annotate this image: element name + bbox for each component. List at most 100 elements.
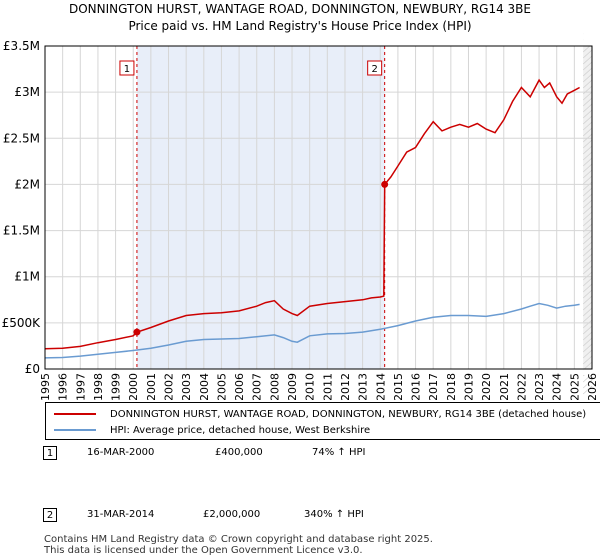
future-hatch <box>582 259 593 269</box>
legend: DONNINGTON HURST, WANTAGE ROAD, DONNINGT… <box>45 402 600 440</box>
transaction-number: 1 <box>43 446 57 460</box>
future-hatch <box>582 379 593 389</box>
x-tick-label: 2005 <box>215 373 228 400</box>
future-hatch <box>582 145 593 155</box>
future-hatch <box>582 157 593 167</box>
legend-item-hpi: HPI: Average price, detached house, West… <box>54 423 370 437</box>
y-tick-label: £1.5M <box>3 224 40 238</box>
x-tick-label: 2026 <box>586 373 599 400</box>
future-hatch <box>582 121 593 131</box>
future-hatch <box>582 49 593 59</box>
future-hatch <box>582 229 593 239</box>
sale-point <box>381 180 389 188</box>
chart-subtitle: Price paid vs. HM Land Registry's House … <box>128 19 472 33</box>
future-hatch <box>582 61 593 71</box>
future-hatch <box>582 163 593 173</box>
future-hatch <box>582 247 593 257</box>
x-tick-label: 2009 <box>286 373 299 400</box>
x-tick-label: 2008 <box>268 373 281 400</box>
future-hatch <box>582 277 593 287</box>
transaction-row: 1 16-MAR-2000 £400,000 74% ↑ HPI <box>0 446 600 468</box>
future-hatch <box>582 349 593 359</box>
y-tick-label: £0 <box>25 362 40 376</box>
future-hatch <box>582 253 593 263</box>
x-tick-label: 2001 <box>145 373 158 400</box>
legend-label-property: DONNINGTON HURST, WANTAGE ROAD, DONNINGT… <box>110 408 587 420</box>
transaction-price: £400,000 <box>215 447 263 458</box>
sale-label: 2 <box>371 64 377 75</box>
x-tick-label: 2007 <box>251 373 264 400</box>
x-tick-label: 2003 <box>180 373 193 400</box>
x-tick-label: 1999 <box>110 373 123 400</box>
future-hatch <box>582 73 593 83</box>
future-hatch <box>582 181 593 191</box>
x-tick-label: 2021 <box>498 373 511 400</box>
future-hatch <box>582 103 593 113</box>
transaction-hpi: 74% ↑ HPI <box>312 447 366 458</box>
x-tick-label: 2011 <box>321 373 334 400</box>
future-hatch <box>582 313 593 323</box>
future-hatch <box>582 271 593 281</box>
legend-swatch-hpi <box>54 429 96 431</box>
shaded-ownership-region <box>136 46 385 369</box>
legend-label-hpi: HPI: Average price, detached house, West… <box>110 424 371 436</box>
y-tick-label: £3M <box>14 85 40 99</box>
future-hatch <box>582 295 593 305</box>
sale-label: 1 <box>124 64 130 75</box>
future-hatch <box>582 79 593 89</box>
future-hatch <box>582 385 593 395</box>
hatch-mask-top <box>583 0 600 46</box>
future-hatch <box>582 193 593 203</box>
x-tick-label: 2000 <box>127 373 140 400</box>
future-hatch <box>582 337 593 347</box>
x-tick-label: 1995 <box>39 373 52 400</box>
future-hatch <box>582 283 593 293</box>
sale-label-box <box>119 60 135 76</box>
footer-license: This data is licensed under the Open Gov… <box>44 545 363 556</box>
x-tick-label: 2015 <box>392 373 405 400</box>
transaction-date: 16-MAR-2000 <box>87 447 155 458</box>
y-tick-label: £2.5M <box>3 131 40 145</box>
sale-label-box <box>367 60 383 76</box>
future-region <box>583 46 592 369</box>
future-hatch <box>582 109 593 119</box>
y-tick-label: £2M <box>14 177 40 191</box>
x-tick-label: 2017 <box>427 373 440 400</box>
future-hatch <box>582 307 593 317</box>
x-tick-label: 2002 <box>163 373 176 400</box>
future-hatch <box>582 139 593 149</box>
x-tick-label: 2006 <box>233 373 246 400</box>
transaction-hpi: 340% ↑ HPI <box>304 509 364 520</box>
future-hatch <box>582 55 593 65</box>
x-tick-label: 2025 <box>568 373 581 400</box>
x-tick-label: 2019 <box>462 373 475 400</box>
transaction-date: 31-MAR-2014 <box>87 509 155 520</box>
future-hatch <box>582 235 593 245</box>
transaction-number: 2 <box>43 508 57 522</box>
x-tick-label: 2022 <box>515 373 528 400</box>
future-hatch <box>582 97 593 107</box>
future-hatch <box>582 175 593 185</box>
future-hatch <box>582 67 593 77</box>
x-tick-label: 2010 <box>304 373 317 400</box>
future-hatch <box>582 325 593 335</box>
future-hatch <box>582 241 593 251</box>
x-tick-label: 2004 <box>198 373 211 400</box>
x-tick-label: 2014 <box>374 373 387 400</box>
future-hatch <box>582 217 593 227</box>
future-hatch <box>582 301 593 311</box>
sale-point <box>133 328 141 336</box>
future-hatch <box>582 205 593 215</box>
future-hatch <box>582 115 593 125</box>
future-hatch <box>582 169 593 179</box>
transaction-row: 2 31-MAR-2014 £2,000,000 340% ↑ HPI <box>0 508 600 530</box>
future-hatch <box>582 187 593 197</box>
x-tick-label: 2023 <box>533 373 546 400</box>
future-hatch <box>582 343 593 353</box>
transaction-price: £2,000,000 <box>203 509 261 520</box>
chart-title: DONNINGTON HURST, WANTAGE ROAD, DONNINGT… <box>69 2 531 16</box>
future-hatch <box>582 355 593 365</box>
future-hatch <box>582 91 593 101</box>
future-hatch <box>582 127 593 137</box>
x-tick-label: 2013 <box>357 373 370 400</box>
